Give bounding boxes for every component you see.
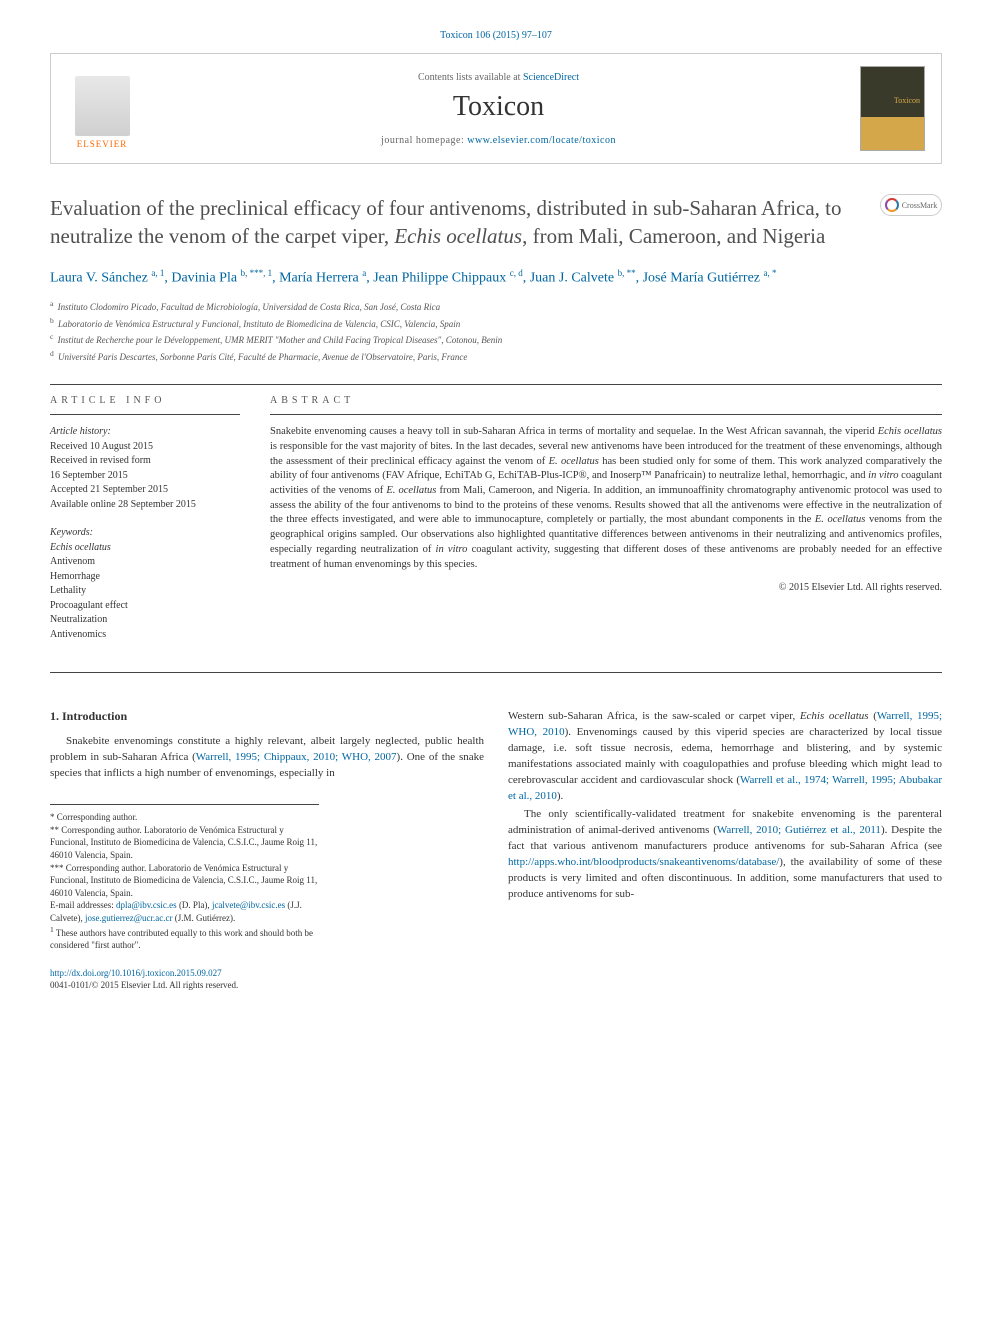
abstract-copyright: © 2015 Elsevier Ltd. All rights reserved… — [270, 582, 942, 593]
affiliation-line: b Laboratorio de Venómica Estructural y … — [50, 315, 942, 332]
homepage-link[interactable]: www.elsevier.com/locate/toxicon — [467, 135, 616, 146]
history-line: Available online 28 September 2015 — [50, 498, 240, 513]
affiliation-line: c Institut de Recherche pour le Développ… — [50, 331, 942, 348]
contents-available: Contents lists available at ScienceDirec… — [137, 72, 860, 83]
journal-homepage: journal homepage: www.elsevier.com/locat… — [137, 135, 860, 146]
journal-cover-thumb: Toxicon — [860, 66, 925, 151]
body-paragraph: Snakebite envenomings constitute a highl… — [50, 734, 484, 782]
divider — [50, 672, 942, 673]
history-line: Received 10 August 2015 — [50, 440, 240, 455]
article-history: Article history: Received 10 August 2015… — [50, 425, 240, 512]
keyword-item: Antivenomics — [50, 628, 240, 643]
keyword-item: Antivenom — [50, 555, 240, 570]
footnote-line: 1 These authors have contributed equally… — [50, 925, 319, 952]
article-title: Evaluation of the preclinical efficacy o… — [50, 194, 862, 251]
history-line: Accepted 21 September 2015 — [50, 483, 240, 498]
doi-line: http://dx.doi.org/10.1016/j.toxicon.2015… — [50, 968, 942, 978]
homepage-prefix: journal homepage: — [381, 135, 467, 146]
sciencedirect-link[interactable]: ScienceDirect — [523, 72, 579, 83]
divider — [50, 414, 240, 415]
footnotes: * Corresponding author.** Corresponding … — [50, 804, 319, 952]
keyword-item: Procoagulant effect — [50, 599, 240, 614]
footnote-line: E-mail addresses: dpla@ibv.csic.es (D. P… — [50, 899, 319, 924]
footnote-line: *** Corresponding author. Laboratorio de… — [50, 862, 319, 900]
crossmark-icon — [885, 198, 899, 212]
elsevier-label: ELSEVIER — [77, 139, 128, 149]
elsevier-tree-icon — [75, 76, 130, 136]
journal-name: Toxicon — [137, 91, 860, 123]
citation-line: Toxicon 106 (2015) 97–107 — [50, 30, 942, 41]
issn-copyright: 0041-0101/© 2015 Elsevier Ltd. All right… — [50, 980, 942, 990]
doi-link[interactable]: http://dx.doi.org/10.1016/j.toxicon.2015… — [50, 968, 222, 978]
contents-prefix: Contents lists available at — [418, 72, 523, 83]
body-paragraph: The only scientifically-validated treatm… — [508, 807, 942, 903]
article-info-label: ARTICLE INFO — [50, 395, 240, 406]
title-species: Echis ocellatus — [394, 224, 522, 248]
crossmark-label: CrossMark — [902, 201, 938, 210]
history-line: Received in revised form — [50, 454, 240, 469]
elsevier-logo: ELSEVIER — [67, 69, 137, 149]
section-heading-intro: 1. Introduction — [50, 709, 484, 724]
keywords-label: Keywords: — [50, 526, 240, 541]
history-label: Article history: — [50, 425, 240, 440]
footnote-line: ** Corresponding author. Laboratorio de … — [50, 824, 319, 862]
divider — [270, 414, 942, 415]
affiliation-line: a Instituto Clodomiro Picado, Facultad d… — [50, 298, 942, 315]
keywords-block: Keywords: Echis ocellatusAntivenomHemorr… — [50, 526, 240, 642]
keyword-item: Hemorrhage — [50, 570, 240, 585]
body-paragraph: Western sub-Saharan Africa, is the saw-s… — [508, 709, 942, 805]
keyword-item: Echis ocellatus — [50, 541, 240, 556]
journal-header: ELSEVIER Contents lists available at Sci… — [50, 53, 942, 164]
abstract-text: Snakebite envenoming causes a heavy toll… — [270, 425, 942, 572]
keyword-item: Lethality — [50, 584, 240, 599]
cover-label: Toxicon — [894, 96, 920, 105]
abstract-label: ABSTRACT — [270, 395, 942, 406]
crossmark-badge[interactable]: CrossMark — [880, 194, 942, 216]
affiliation-line: d Université Paris Descartes, Sorbonne P… — [50, 348, 942, 365]
affiliations: a Instituto Clodomiro Picado, Facultad d… — [50, 298, 942, 364]
keyword-item: Neutralization — [50, 613, 240, 628]
divider — [50, 384, 942, 385]
footnote-line: * Corresponding author. — [50, 811, 319, 824]
title-suffix: , from Mali, Cameroon, and Nigeria — [522, 224, 825, 248]
author-list: Laura V. Sánchez a, 1, Davinia Pla b, **… — [50, 267, 942, 289]
history-line: 16 September 2015 — [50, 469, 240, 484]
